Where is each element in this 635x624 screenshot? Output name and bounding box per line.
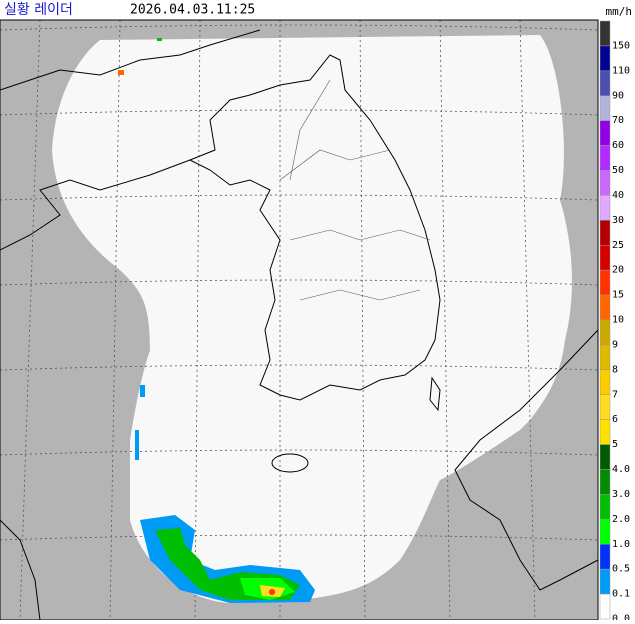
unit: mm/h [606,5,633,18]
legend-label: 150 [612,40,630,51]
legend-swatch [599,269,611,296]
legend-label: 7 [612,389,618,400]
legend-label: 15 [612,290,624,301]
legend-swatch [599,220,611,246]
legend-label: 0.1 [612,589,630,600]
legend-swatch [599,394,611,420]
legend-label: 90 [612,90,624,101]
legend-label: 70 [612,115,624,126]
legend-label: 60 [612,140,624,151]
coastline [0,29,599,621]
radar-coverage [52,35,572,603]
legend-label: 4.0 [612,464,630,475]
legend-label: 30 [612,215,624,226]
legend-swatch [599,544,611,570]
legend-swatch [599,170,611,196]
legend-label: 1.0 [612,539,630,550]
timestamp: 2026.04.03.11:25 [130,3,255,18]
legend-swatch [599,45,611,72]
borders [279,79,431,301]
legend-label: 40 [612,190,624,201]
legend-label: 3.0 [612,489,630,500]
title: 실황 레이더 [4,2,73,18]
legend-label: 50 [612,165,624,176]
legend-label: 6 [612,414,618,425]
legend: 150 110 90 70 60 50 40 30 25 20 15 10 9 8 7 6 5 4.0 3.0 2.0… [599,20,630,624]
legend-swatch [599,145,611,171]
legend-swatch [599,519,611,545]
legend-swatch [599,568,611,595]
legend-label: 8 [612,364,618,375]
legend-swatch [599,95,611,121]
legend-swatch [599,195,611,221]
legend-swatch [599,369,611,396]
legend-label: 25 [612,240,624,251]
legend-swatch [599,319,611,346]
legend-label: 2.0 [612,514,630,525]
legend-label: 5 [612,439,618,450]
legend-label: 0.5 [612,564,630,575]
legend-label: 0.0 [612,614,630,620]
legend-swatch [599,444,611,470]
legend-label: 9 [612,339,618,350]
legend-label: 20 [612,265,624,276]
map [0,19,599,621]
precipitation [118,38,315,603]
legend-label: 10 [612,315,624,326]
legend-swatch [599,344,611,371]
legend-swatch [599,70,611,97]
legend-swatch [599,469,611,495]
legend-swatch [599,20,611,47]
legend-swatch [599,245,611,271]
legend-swatch [599,494,611,520]
legend-swatch [599,593,611,620]
legend-label: 110 [612,65,630,76]
legend-swatch [599,419,611,445]
legend-swatch [599,120,611,146]
legend-swatch [599,294,611,321]
graticule [0,19,599,621]
